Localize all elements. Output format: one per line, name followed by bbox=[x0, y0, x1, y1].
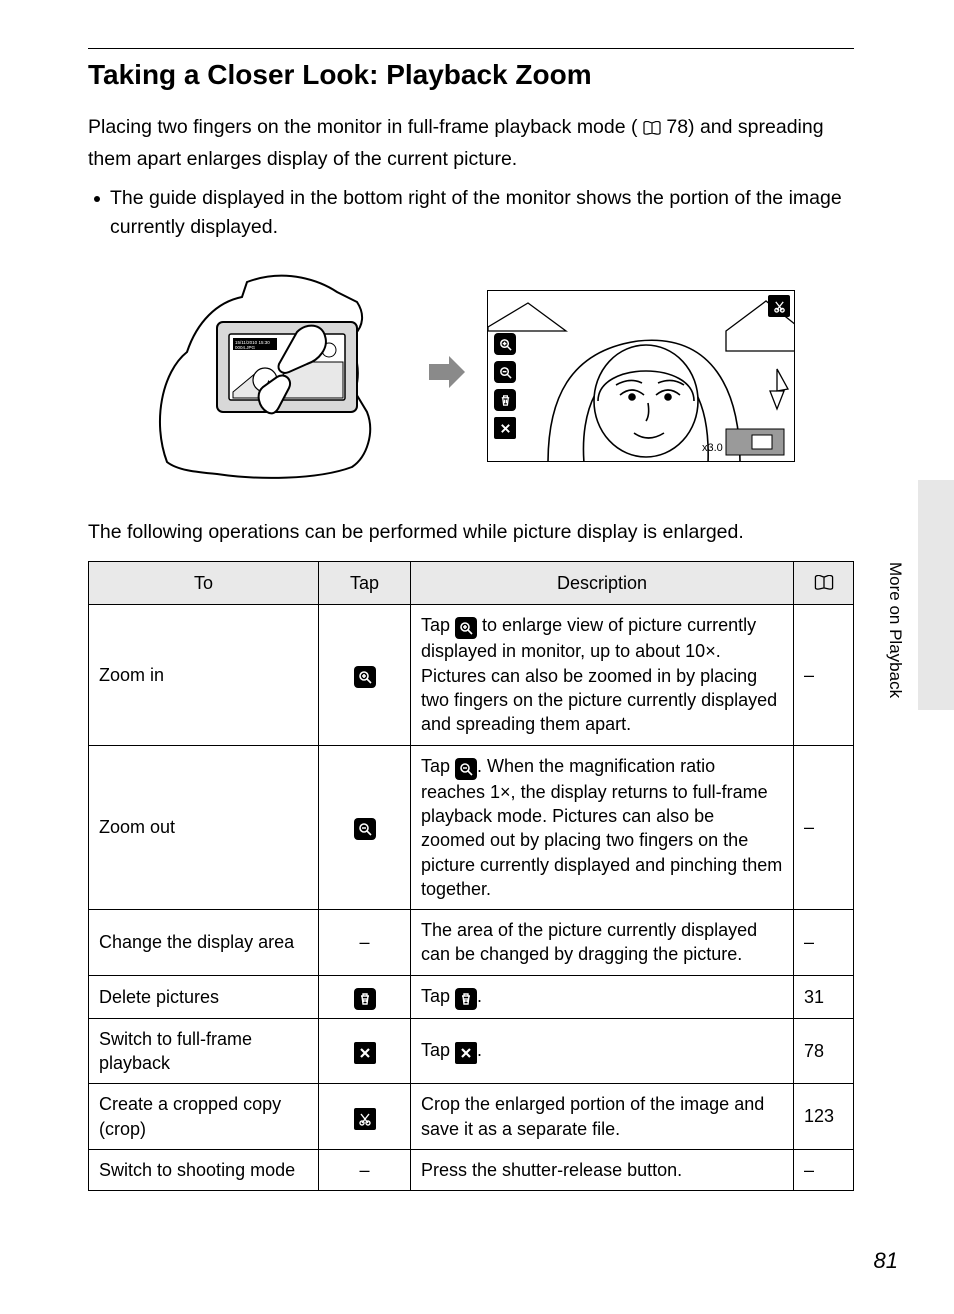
crop-scissors-icon[interactable] bbox=[768, 295, 790, 317]
cell-pageref: – bbox=[794, 605, 854, 745]
cell-tap bbox=[319, 975, 411, 1018]
content-area: Placing two fingers on the monitor in fu… bbox=[0, 113, 954, 1191]
zoom-out-icon bbox=[354, 818, 376, 840]
cell-tap: – bbox=[319, 910, 411, 976]
cell-pageref: – bbox=[794, 910, 854, 976]
cell-description: Tap . bbox=[411, 1018, 794, 1084]
section-tab bbox=[918, 480, 954, 710]
table-header-row: To Tap Description bbox=[89, 562, 854, 605]
desc-post: . bbox=[477, 986, 482, 1006]
figure-row: 15/11/2010 15:30 0004.JPG bbox=[88, 262, 854, 490]
col-tap: Tap bbox=[319, 562, 411, 605]
cell-to: Switch to full-frame playback bbox=[89, 1018, 319, 1084]
zoom-out-icon[interactable] bbox=[494, 361, 516, 383]
cell-description: The area of the picture currently displa… bbox=[411, 910, 794, 976]
bullet-dot bbox=[94, 196, 100, 202]
table-row: Zoom out Tap . When the magnification rat… bbox=[89, 745, 854, 909]
intro-paragraph: Placing two fingers on the monitor in fu… bbox=[88, 113, 854, 174]
cell-tap bbox=[319, 745, 411, 909]
cell-to: Zoom in bbox=[89, 605, 319, 745]
list-item: The guide displayed in the bottom right … bbox=[94, 184, 854, 243]
zoom-in-icon bbox=[354, 666, 376, 688]
cell-description: Tap . When the magnification ratio reach… bbox=[411, 745, 794, 909]
col-description: Description bbox=[411, 562, 794, 605]
table-row: Change the display area–The area of the … bbox=[89, 910, 854, 976]
top-rule bbox=[88, 48, 854, 49]
figure-zoomed-display: x3.0 bbox=[487, 290, 795, 462]
book-icon bbox=[814, 572, 834, 596]
cell-description: Crop the enlarged portion of the image a… bbox=[411, 1084, 794, 1150]
manual-page: Taking a Closer Look: Playback Zoom Plac… bbox=[0, 0, 954, 1314]
table-row: Switch to full-frame playbackTap .78 bbox=[89, 1018, 854, 1084]
crop-scissors-icon bbox=[354, 1108, 376, 1130]
cell-pageref: 123 bbox=[794, 1084, 854, 1150]
trash-icon bbox=[455, 988, 477, 1010]
table-lead-text: The following operations can be performe… bbox=[88, 518, 854, 547]
col-pageref bbox=[794, 562, 854, 605]
col-to: To bbox=[89, 562, 319, 605]
operations-table: To Tap Description Zoom in Tap to enlarge… bbox=[88, 561, 854, 1191]
cell-description: Tap to enlarge view of picture currently… bbox=[411, 605, 794, 745]
cell-description: Press the shutter-release button. bbox=[411, 1149, 794, 1190]
cell-tap bbox=[319, 1018, 411, 1084]
close-x-icon bbox=[354, 1042, 376, 1064]
cell-to: Change the display area bbox=[89, 910, 319, 976]
page-title: Taking a Closer Look: Playback Zoom bbox=[88, 56, 954, 94]
close-x-icon[interactable] bbox=[494, 417, 516, 439]
desc-post: . bbox=[477, 1040, 482, 1060]
arrow-right-icon bbox=[425, 350, 469, 402]
close-x-icon bbox=[455, 1042, 477, 1064]
book-icon bbox=[643, 115, 661, 144]
cell-tap bbox=[319, 605, 411, 745]
section-label: More on Playback bbox=[883, 562, 906, 698]
cell-to: Switch to shooting mode bbox=[89, 1149, 319, 1190]
bullet-list: The guide displayed in the bottom right … bbox=[88, 184, 854, 243]
zoom-in-icon bbox=[455, 617, 477, 639]
table-body: Zoom in Tap to enlarge view of picture cu… bbox=[89, 605, 854, 1191]
cell-pageref: 31 bbox=[794, 975, 854, 1018]
cell-to: Zoom out bbox=[89, 745, 319, 909]
desc-pre: Tap bbox=[421, 986, 455, 1006]
cell-pageref: 78 bbox=[794, 1018, 854, 1084]
desc-pre: Tap bbox=[421, 756, 455, 776]
table-row: Switch to shooting mode–Press the shutte… bbox=[89, 1149, 854, 1190]
cell-tap bbox=[319, 1084, 411, 1150]
bullet-text: The guide displayed in the bottom right … bbox=[110, 184, 854, 243]
zoom-out-icon bbox=[455, 758, 477, 780]
cell-pageref: – bbox=[794, 745, 854, 909]
desc-pre: Tap bbox=[421, 615, 455, 635]
page-number: 81 bbox=[874, 1246, 898, 1276]
cell-pageref: – bbox=[794, 1149, 854, 1190]
zoom-ratio-label: x3.0 bbox=[702, 442, 723, 454]
trash-icon bbox=[354, 988, 376, 1010]
figure-hands-camera: 15/11/2010 15:30 0004.JPG bbox=[147, 262, 407, 490]
intro-pageref: 78 bbox=[661, 116, 688, 138]
cell-to: Delete pictures bbox=[89, 975, 319, 1018]
camera-filename: 0004.JPG bbox=[235, 345, 256, 350]
table-row: Delete picturesTap .31 bbox=[89, 975, 854, 1018]
intro-text-before: Placing two fingers on the monitor in fu… bbox=[88, 116, 638, 138]
table-row: Create a cropped copy (crop) Crop the enl… bbox=[89, 1084, 854, 1150]
cell-to: Create a cropped copy (crop) bbox=[89, 1084, 319, 1150]
zoom-in-icon[interactable] bbox=[494, 333, 516, 355]
trash-icon[interactable] bbox=[494, 389, 516, 411]
table-row: Zoom in Tap to enlarge view of picture cu… bbox=[89, 605, 854, 745]
cell-tap: – bbox=[319, 1149, 411, 1190]
cell-description: Tap . bbox=[411, 975, 794, 1018]
desc-pre: Tap bbox=[421, 1040, 455, 1060]
